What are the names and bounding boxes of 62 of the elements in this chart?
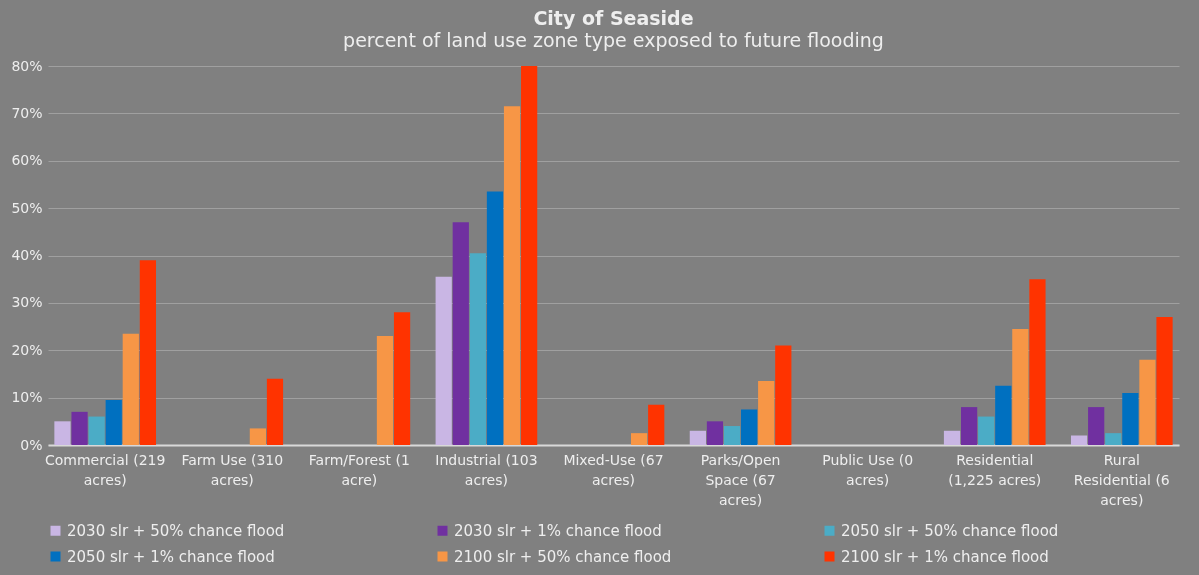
bar bbox=[249, 428, 267, 445]
bar bbox=[1139, 359, 1156, 445]
bar bbox=[88, 416, 105, 445]
y-tick-label: 50% bbox=[11, 199, 43, 216]
legend-label: 2050 slr + 50% chance flood bbox=[841, 521, 1059, 540]
x-tick-label: Residential (1,225 acres) bbox=[948, 451, 1042, 488]
bar bbox=[486, 191, 504, 445]
legend-label: 2100 slr + 1% chance flood bbox=[841, 547, 1049, 566]
y-tick-label: 10% bbox=[11, 389, 43, 406]
bar bbox=[978, 416, 995, 445]
bar bbox=[741, 409, 758, 445]
bar bbox=[393, 312, 411, 445]
chart-title: City of Seaside bbox=[533, 7, 694, 29]
y-tick-label: 80% bbox=[11, 57, 43, 74]
bar bbox=[943, 430, 961, 445]
y-tick-label: 40% bbox=[11, 247, 43, 263]
bar bbox=[1012, 328, 1029, 445]
bar bbox=[503, 106, 521, 445]
bar bbox=[689, 430, 706, 445]
legend-label: 2030 slr + 50% chance flood bbox=[67, 521, 285, 540]
bar bbox=[452, 222, 469, 445]
bar bbox=[1070, 435, 1088, 445]
legend-label: 2050 slr + 1% chance flood bbox=[67, 547, 275, 566]
x-tick-label: Rural Residential (6 acres) bbox=[1073, 451, 1170, 508]
y-tick-label: 0% bbox=[20, 436, 43, 453]
bar bbox=[775, 345, 792, 445]
bar bbox=[1122, 392, 1139, 445]
y-tick-label: 70% bbox=[11, 104, 43, 121]
bar bbox=[139, 260, 157, 445]
legend-label: 2100 slr + 50% chance flood bbox=[454, 547, 672, 566]
bar bbox=[71, 411, 88, 445]
bar bbox=[435, 276, 452, 445]
y-tick-label: 30% bbox=[11, 294, 43, 311]
bar bbox=[1088, 407, 1105, 445]
x-tick-label: Parks/Open Space (67 acres) bbox=[700, 451, 781, 508]
bar bbox=[54, 421, 71, 445]
bar bbox=[122, 333, 139, 445]
x-tick-label: Commercial (219 acres) bbox=[45, 451, 166, 488]
bar bbox=[1105, 433, 1122, 445]
x-tick-label: Public Use (0 acres) bbox=[822, 451, 914, 488]
bar bbox=[1029, 279, 1046, 445]
bar bbox=[960, 407, 978, 445]
bar bbox=[521, 66, 538, 445]
bar bbox=[266, 378, 284, 445]
y-tick-label: 60% bbox=[11, 152, 43, 169]
legend-label: 2030 slr + 1% chance flood bbox=[454, 521, 662, 540]
bar bbox=[706, 421, 724, 445]
bar bbox=[105, 399, 122, 445]
bar bbox=[376, 336, 394, 445]
x-tick-label: Farm/Forest (1 acre) bbox=[308, 451, 410, 488]
bar bbox=[1156, 317, 1173, 445]
bar bbox=[995, 385, 1012, 445]
bar bbox=[631, 433, 648, 445]
bar bbox=[758, 381, 775, 445]
bar bbox=[469, 253, 486, 445]
bar bbox=[648, 404, 665, 445]
x-tick-label: Farm Use (310 acres) bbox=[181, 451, 284, 488]
y-tick-label: 20% bbox=[11, 341, 43, 358]
chart-subtitle: percent of land use zone type exposed to future flooding bbox=[343, 29, 884, 51]
x-tick-label: Mixed-Use (67 acres) bbox=[563, 451, 664, 488]
x-tick-label: Industrial (103 acres) bbox=[435, 451, 538, 488]
bar bbox=[723, 426, 741, 445]
